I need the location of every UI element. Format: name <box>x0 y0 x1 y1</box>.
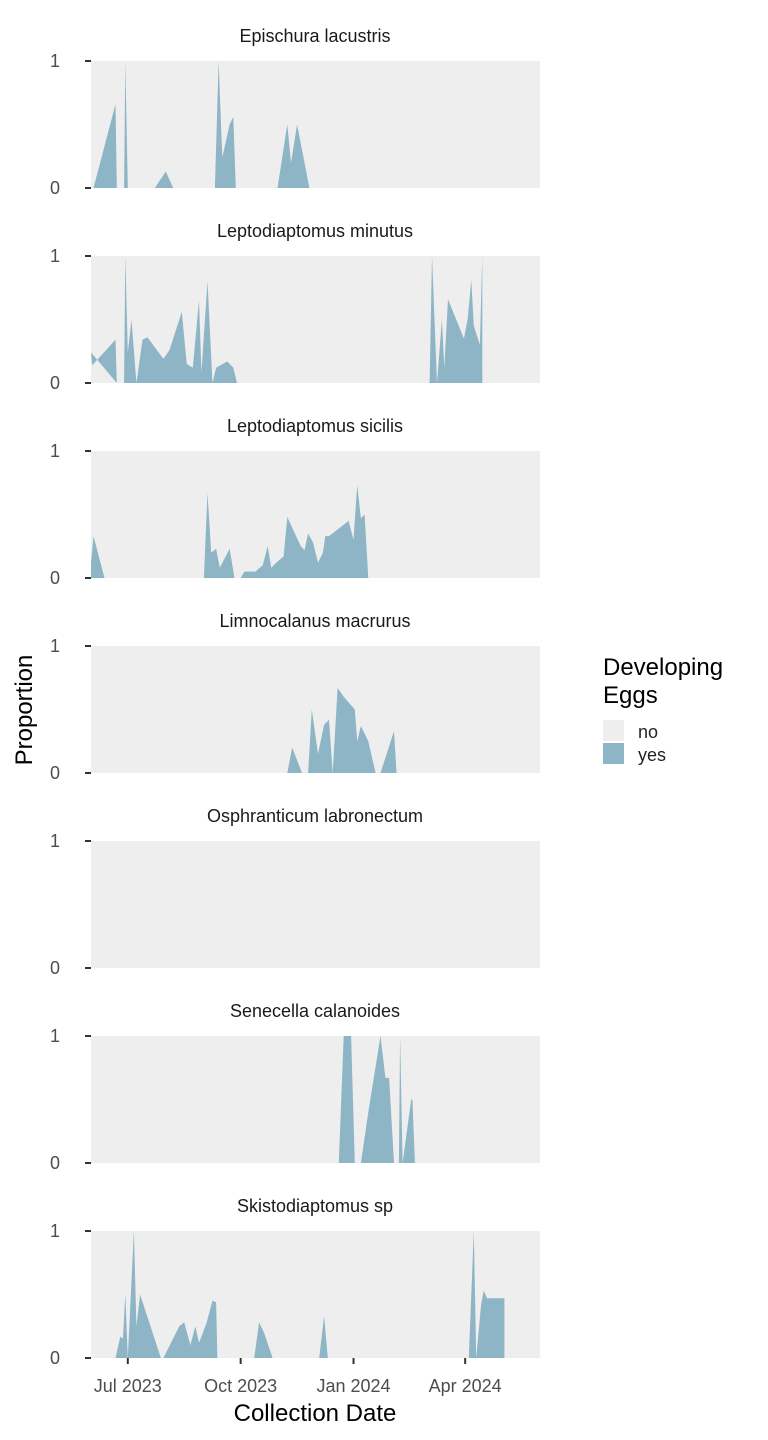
panel-title: Leptodiaptomus sicilis <box>227 416 403 436</box>
y-tick-label: 1 <box>50 51 60 71</box>
area-segment <box>398 1036 403 1163</box>
area-segment <box>277 124 310 188</box>
legend: Developing Eggs no yes <box>603 654 723 765</box>
area-segment <box>203 485 369 578</box>
panel-title: Skistodiaptomus sp <box>237 1196 393 1216</box>
panel-title: Senecella calanoides <box>230 1001 400 1021</box>
legend-label-no: no <box>638 722 658 742</box>
x-axis-title: Collection Date <box>234 1400 397 1427</box>
panel-background <box>91 1036 540 1163</box>
area-segment <box>214 61 236 188</box>
legend-key-no <box>603 720 624 741</box>
area-segment <box>338 1036 355 1163</box>
area-segment <box>332 687 376 773</box>
area-segment <box>308 709 333 773</box>
area-segment <box>468 1231 505 1358</box>
panel-background <box>91 61 540 188</box>
panel: Leptodiaptomus sicilis 0 1 <box>50 416 540 588</box>
area-segment <box>380 731 397 773</box>
area-segment <box>319 1316 328 1358</box>
panel-title: Epischura lacustris <box>239 26 390 46</box>
y-tick-label: 1 <box>50 246 60 266</box>
y-tick-label: 1 <box>50 636 60 656</box>
y-tick-label: 0 <box>50 178 60 198</box>
panel-title: Osphranticum labronectum <box>207 806 423 826</box>
x-tick-label: Jul 2023 <box>94 1376 162 1396</box>
area-segment <box>136 281 213 383</box>
y-tick-label: 0 <box>50 1153 60 1173</box>
panel: Senecella calanoides 0 1 <box>50 1001 540 1173</box>
area-segment <box>429 256 483 383</box>
panel-background <box>91 1231 540 1358</box>
area-segment <box>402 1099 415 1163</box>
area-segment <box>154 171 174 188</box>
x-tick-label: Jan 2024 <box>316 1376 390 1396</box>
y-axis-title: Proportion <box>11 655 38 766</box>
legend-title-line-2: Eggs <box>603 682 658 709</box>
x-tick-label: Oct 2023 <box>204 1376 277 1396</box>
legend-title-line-1: Developing <box>603 654 723 681</box>
y-tick-label: 1 <box>50 441 60 461</box>
panel: Leptodiaptomus minutus 0 1 <box>50 221 540 393</box>
area-segment <box>287 747 302 773</box>
panel: Osphranticum labronectum 0 1 <box>50 806 540 978</box>
x-axis: Jul 2023 Oct 2023 Jan 2024 Apr 2024 <box>94 1358 502 1396</box>
panel-title: Limnocalanus macrurus <box>219 611 410 631</box>
area-segment <box>115 1294 128 1358</box>
area-segment <box>163 1300 218 1358</box>
y-tick-label: 1 <box>50 1221 60 1241</box>
y-tick-label: 0 <box>50 763 60 783</box>
area-segment <box>93 104 117 188</box>
area-segment <box>124 61 128 188</box>
panel: Skistodiaptomus sp 0 1 <box>50 1196 540 1368</box>
area-segment <box>127 1231 161 1358</box>
area-segment <box>91 536 105 578</box>
y-tick-label: 0 <box>50 1348 60 1368</box>
y-tick-label: 0 <box>50 958 60 978</box>
area-segment <box>124 256 137 383</box>
y-tick-label: 1 <box>50 831 60 851</box>
panel-background <box>91 841 540 968</box>
y-tick-label: 0 <box>50 568 60 588</box>
area-segment <box>360 1036 394 1163</box>
panel-title: Leptodiaptomus minutus <box>217 221 413 241</box>
area-segment <box>91 339 117 383</box>
area-segment <box>254 1322 273 1358</box>
legend-label-yes: yes <box>638 745 666 765</box>
y-tick-label: 0 <box>50 373 60 393</box>
y-tick-label: 1 <box>50 1026 60 1046</box>
panel: Epischura lacustris 0 1 <box>50 26 540 198</box>
legend-key-yes <box>603 743 624 764</box>
area-segment <box>212 361 237 383</box>
x-tick-label: Apr 2024 <box>429 1376 502 1396</box>
panel: Limnocalanus macrurus 0 1 <box>50 611 540 783</box>
